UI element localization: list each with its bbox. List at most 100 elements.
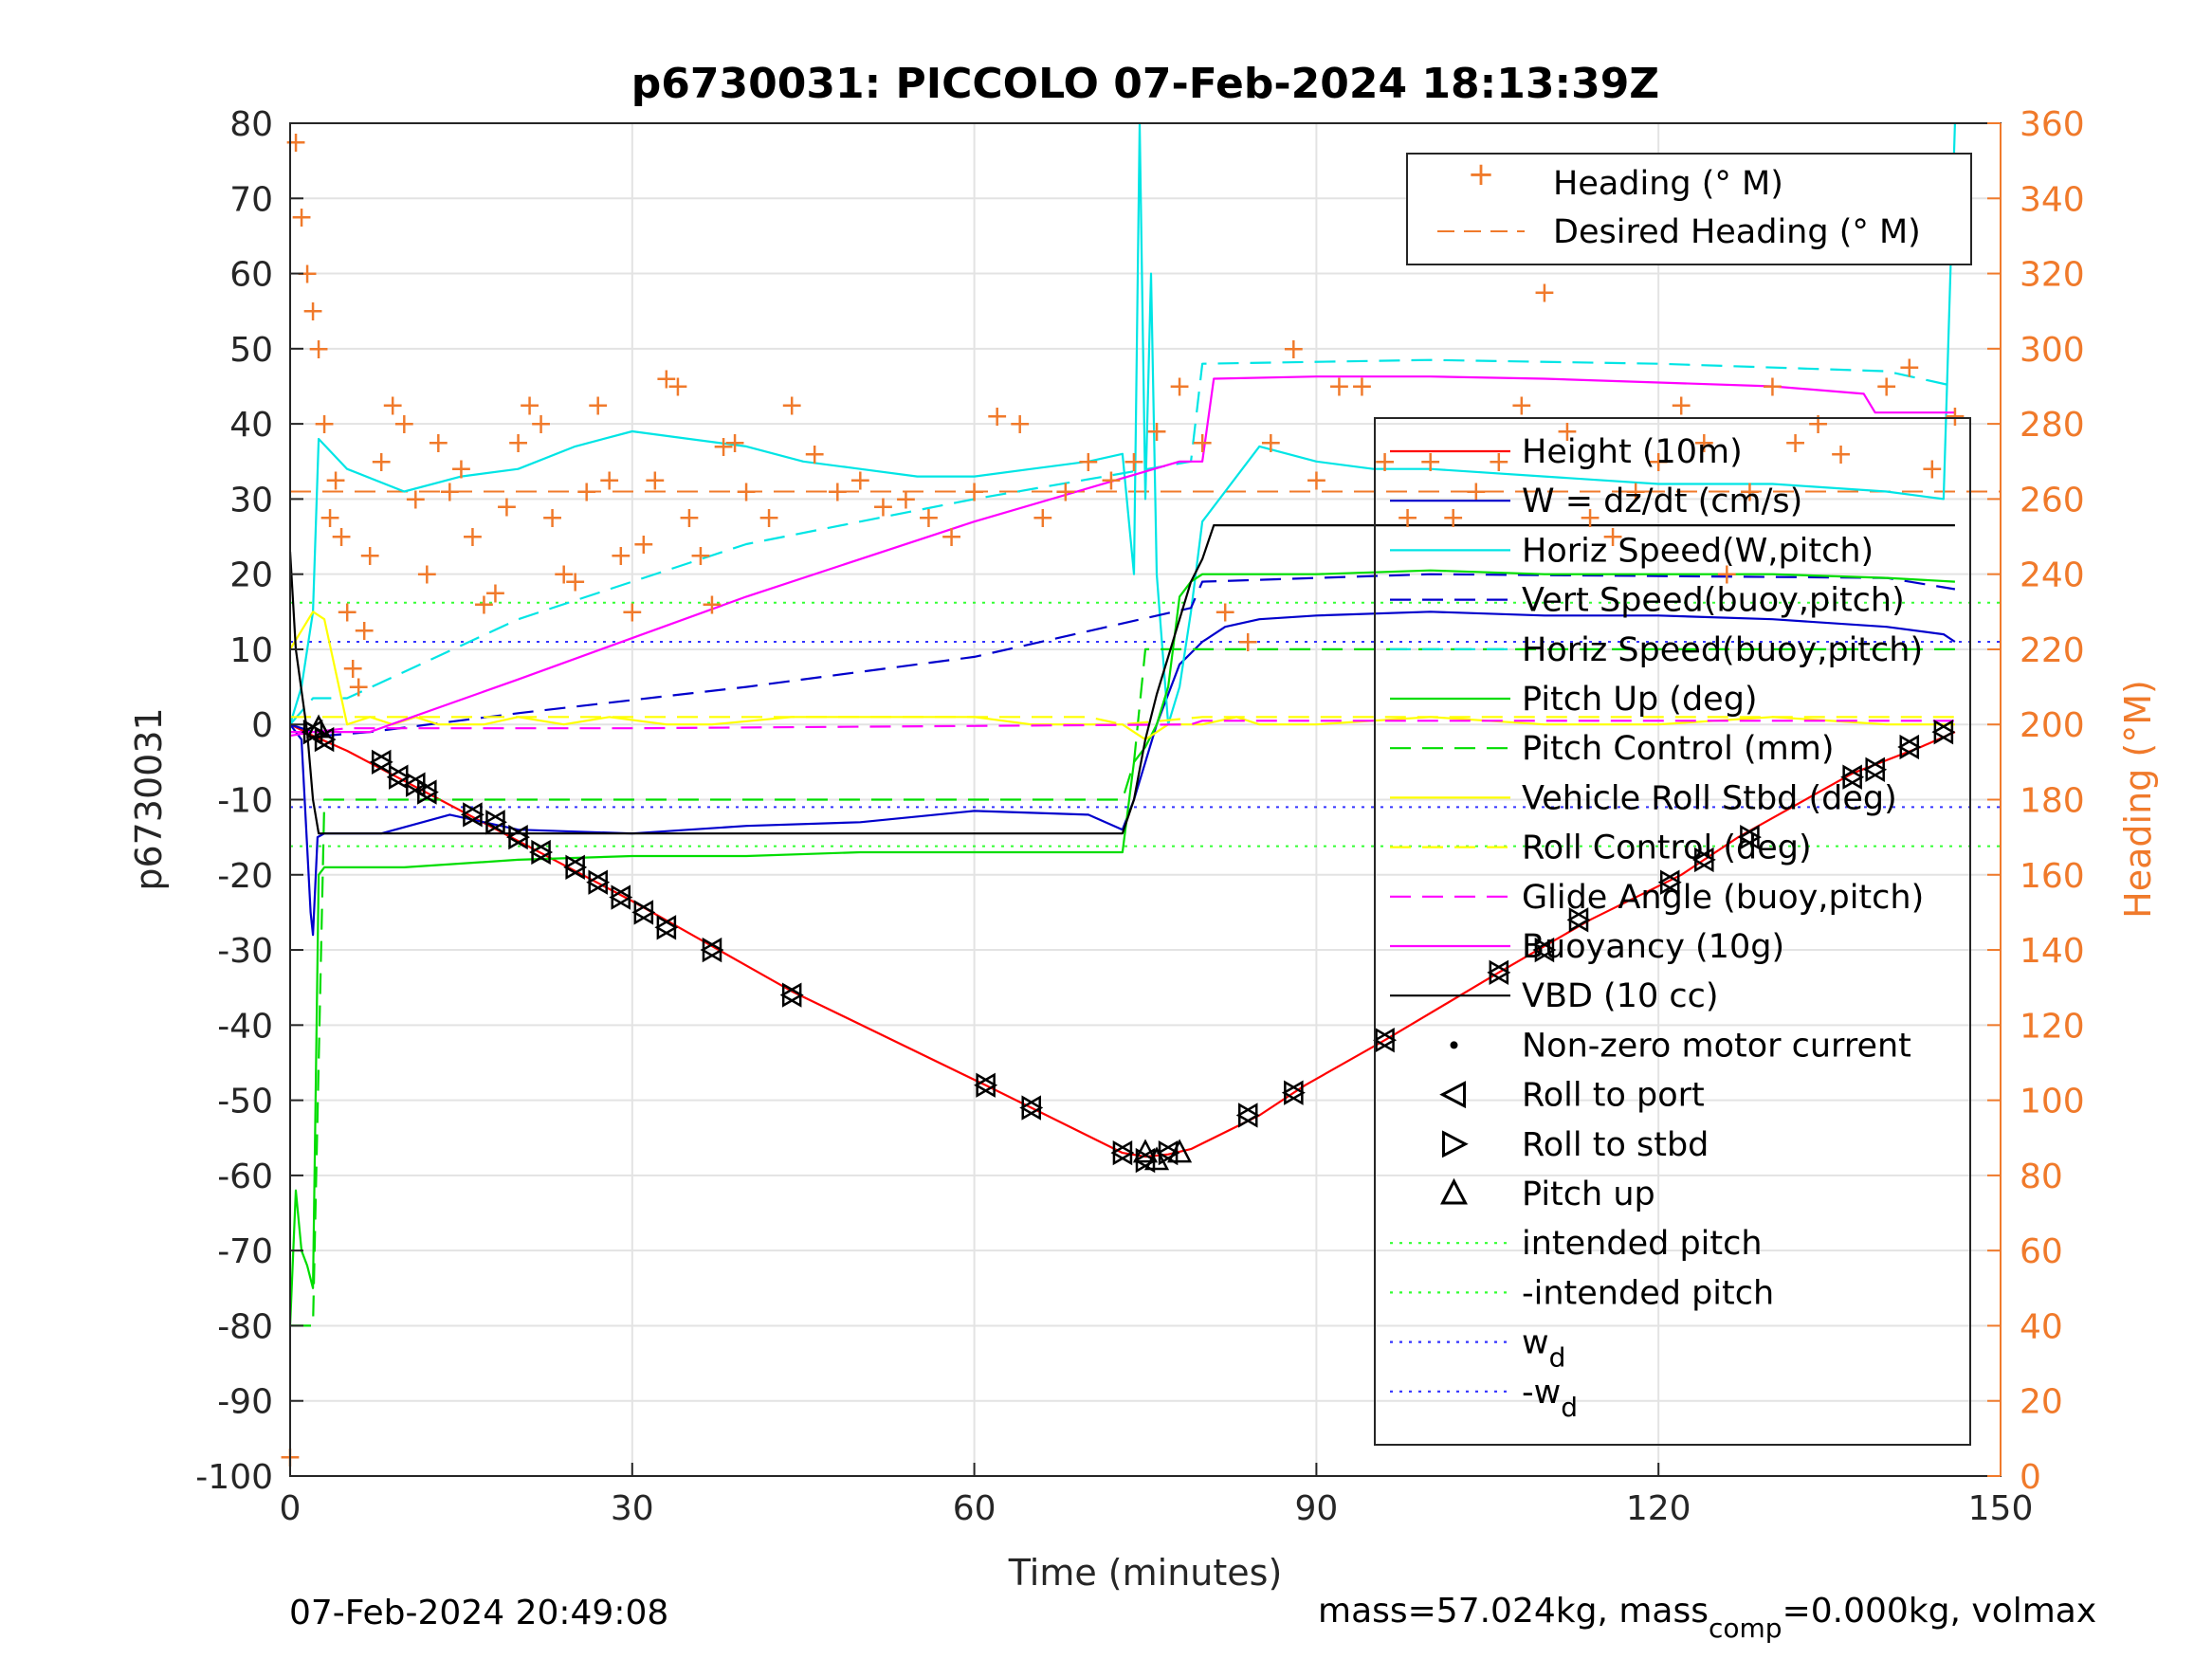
heading-point-84: + xyxy=(1578,501,1601,535)
heading-point-8: + xyxy=(324,465,348,498)
heading-point-60: + xyxy=(1031,501,1054,535)
roll-stbd-marker-3 xyxy=(389,764,411,790)
y-tick-label-6: 20 xyxy=(229,556,273,595)
pitch-up-marker-3 xyxy=(1167,1139,1193,1163)
heading-point-79: + xyxy=(1464,475,1488,508)
y-tick-label-12: -40 xyxy=(217,1007,273,1046)
y2-tick-label-2: 320 xyxy=(2020,256,2085,295)
roll-stbd-marker-32 xyxy=(1865,757,1888,782)
heading-point-37: + xyxy=(620,595,644,629)
heading-point-4: + xyxy=(301,295,324,328)
roll-stbd-marker-27 xyxy=(1568,907,1591,933)
heading-point-90: + xyxy=(1715,558,1739,592)
heading-point-40: + xyxy=(654,363,678,396)
heading-point-65: + xyxy=(1144,415,1168,448)
roll-stbd-marker-1 xyxy=(314,726,337,753)
roll-stbd-marker-2 xyxy=(371,749,393,775)
legend-heading-label-0: Heading (° M) xyxy=(1553,165,1783,203)
legend-label-0: Height (10m) xyxy=(1522,433,1743,471)
y2-tick-label-15: 60 xyxy=(2020,1232,2063,1271)
roll-stbd-marker-7 xyxy=(485,810,507,835)
y2-tick-label-7: 220 xyxy=(2020,631,2085,670)
y2-tick-label-16: 40 xyxy=(2020,1307,2063,1346)
y2-tick-label-5: 260 xyxy=(2020,481,2085,520)
heading-point-57: + xyxy=(962,475,986,508)
series-layer xyxy=(288,121,1956,1327)
roll-stbd-marker-24 xyxy=(1375,1028,1398,1053)
legend-label-4: Horiz Speed(buoy,pitch) xyxy=(1522,631,1923,669)
roll-stbd-marker-18 xyxy=(1021,1095,1044,1121)
heading-layer: ++++++++++++++++++++++++++++++++++++++++… xyxy=(278,126,1966,1474)
x-tick-label-1: 30 xyxy=(611,1489,654,1528)
heading-point-72: + xyxy=(1305,465,1328,498)
roll-stbd-marker-25 xyxy=(1489,959,1511,986)
heading-point-97: + xyxy=(1874,370,1898,403)
legend-label-16: intended pitch xyxy=(1522,1225,1763,1263)
legend-label-5: Pitch Up (deg) xyxy=(1522,681,1758,719)
legend-label-3: Vert Speed(buoy,pitch) xyxy=(1522,582,1905,620)
heading-point-59: + xyxy=(1008,408,1032,441)
heading-point-58: + xyxy=(985,400,1009,433)
roll-stbd-marker-26 xyxy=(1534,937,1557,963)
roll-stbd-marker-33 xyxy=(1899,734,1922,760)
heading-point-78: + xyxy=(1441,501,1465,535)
heading-point-74: + xyxy=(1350,370,1374,403)
footer-mass-sub: comp xyxy=(1709,1613,1782,1644)
heading-point-12: + xyxy=(347,671,371,704)
footer-mass-prefix: mass=57.024kg, mass xyxy=(1318,1592,1709,1631)
heading-point-36: + xyxy=(609,539,632,573)
heading-point-7: + xyxy=(319,501,342,535)
y2-tick-label-18: 0 xyxy=(2020,1458,2041,1497)
heading-point-9: + xyxy=(330,520,354,554)
x-axis: 0 30 60 90 120 150 xyxy=(280,1463,2033,1528)
x-tick-label-2: 60 xyxy=(953,1489,996,1528)
series-line-9 xyxy=(289,720,1955,738)
legend-heading-plus-marker: + xyxy=(1468,155,1495,193)
heading-point-56: + xyxy=(940,520,963,554)
roll-stbd-marker-9 xyxy=(531,839,554,866)
y-tick-label-11: -30 xyxy=(217,932,273,971)
roll-stbd-marker-15 xyxy=(702,937,724,963)
legend-label-11: VBD (10 cc) xyxy=(1522,977,1719,1015)
heading-point-41: + xyxy=(666,370,689,403)
heading-point-51: + xyxy=(826,475,850,508)
heading-point-87: + xyxy=(1647,446,1671,479)
y2-tick-label-9: 180 xyxy=(2020,782,2085,821)
heading-point-52: + xyxy=(849,465,872,498)
heading-point-76: + xyxy=(1396,501,1419,535)
heading-point-62: + xyxy=(1076,446,1100,479)
heading-point-30: + xyxy=(540,501,564,535)
heading-point-24: + xyxy=(472,588,496,621)
heading-point-28: + xyxy=(518,389,541,422)
y-tick-label-15: -70 xyxy=(217,1232,273,1271)
y-tick-label-17: -90 xyxy=(217,1383,273,1422)
y2-tick-label-14: 80 xyxy=(2020,1158,2063,1196)
roll-stbd-marker-28 xyxy=(1659,869,1682,895)
y-tick-label-10: -20 xyxy=(217,857,273,896)
heading-point-2: + xyxy=(289,201,313,234)
y2-tick-label-13: 100 xyxy=(2020,1083,2085,1121)
x-tick-label-4: 120 xyxy=(1626,1489,1691,1528)
heading-point-61: + xyxy=(1053,475,1077,508)
y2-tick-label-17: 20 xyxy=(2020,1383,2063,1422)
y-axis-right: 3603403203002802602402202001801601401201… xyxy=(1987,105,2085,1497)
roll-stbd-marker-10 xyxy=(565,854,588,881)
heading-point-81: + xyxy=(1509,389,1533,422)
y-tick-label-7: 10 xyxy=(229,631,273,670)
legend-swatch-12 xyxy=(1450,1041,1458,1049)
legend-label-12: Non-zero motor current xyxy=(1522,1027,1911,1065)
heading-point-33: + xyxy=(575,475,598,508)
heading-point-64: + xyxy=(1122,446,1145,479)
heading-point-19: + xyxy=(415,558,439,592)
heading-point-54: + xyxy=(894,483,918,516)
y-tick-label-8: 0 xyxy=(251,706,273,745)
heading-point-69: + xyxy=(1236,626,1260,659)
heading-point-39: + xyxy=(643,465,667,498)
y-tick-label-4: 40 xyxy=(229,406,273,445)
heading-point-6: + xyxy=(313,408,337,441)
roll-stbd-marker-23 xyxy=(1284,1080,1306,1105)
heading-point-82: + xyxy=(1532,276,1556,309)
y-tick-label-5: 30 xyxy=(229,481,273,520)
heading-point-91: + xyxy=(1738,475,1762,508)
